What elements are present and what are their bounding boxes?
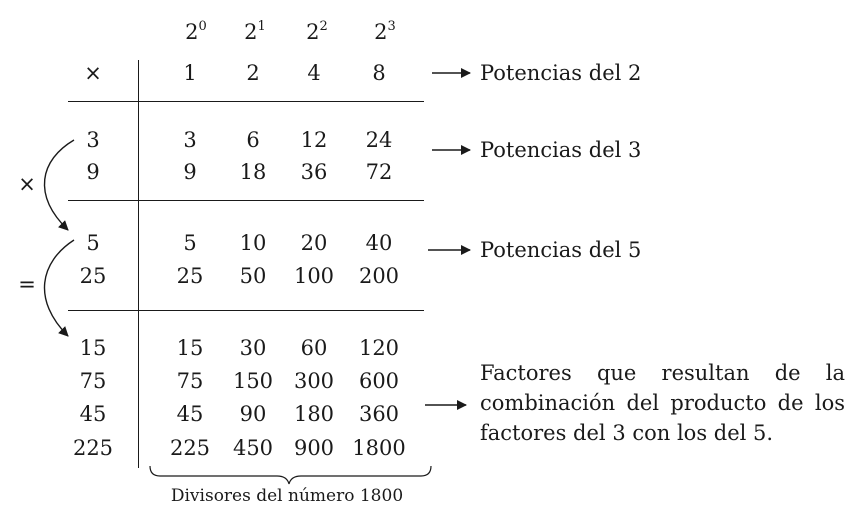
table-cell: 6 — [246, 128, 260, 152]
table-separator — [68, 310, 424, 312]
curved-arrow-icon — [43, 239, 75, 337]
table-cell: 45 — [176, 402, 204, 426]
table-vertical-rule — [138, 60, 140, 468]
label-powers-of-5: Potencias del 5 — [480, 238, 642, 262]
table-separator — [68, 200, 424, 202]
table-cell: 18 — [239, 160, 267, 184]
table-cell: 1800 — [352, 436, 406, 460]
label-powers-of-2: Potencias del 2 — [480, 61, 642, 85]
left-factor: 225 — [72, 436, 114, 460]
table-cell: 180 — [293, 402, 335, 426]
equals-symbol: = — [18, 272, 36, 296]
table-cell: 5 — [183, 231, 197, 255]
table-cell: 36 — [300, 160, 328, 184]
table-cell: 90 — [239, 402, 267, 426]
curved-arrow-icon — [43, 139, 75, 231]
left-factor: 9 — [86, 160, 100, 184]
table-cell: 200 — [358, 264, 400, 288]
multiply-symbol: × — [18, 172, 36, 196]
table-cell: 40 — [365, 231, 393, 255]
power-of-2-value: 8 — [372, 61, 386, 85]
power-of-2-value: 2 — [246, 61, 260, 85]
power-of-2-value: 1 — [183, 61, 197, 85]
combination-note: Factores que resultan de la combinación … — [480, 361, 845, 445]
table-cell: 50 — [239, 264, 267, 288]
left-factor: 25 — [79, 264, 107, 288]
left-factor: 45 — [79, 402, 107, 426]
table-cell: 75 — [176, 369, 204, 393]
table-cell: 300 — [293, 369, 335, 393]
power-header-3: 23 — [374, 19, 396, 44]
table-cell: 15 — [176, 336, 204, 360]
table-cell: 24 — [365, 128, 393, 152]
table-cell: 900 — [293, 436, 335, 460]
table-cell: 12 — [300, 128, 328, 152]
left-factor: 3 — [86, 128, 100, 152]
corner-multiply-symbol: × — [84, 61, 102, 85]
table-cell: 30 — [239, 336, 267, 360]
table-cell: 225 — [169, 436, 211, 460]
table-cell: 120 — [358, 336, 400, 360]
table-cell: 450 — [232, 436, 274, 460]
table-cell: 150 — [232, 369, 274, 393]
table-cell: 60 — [300, 336, 328, 360]
left-factor: 75 — [79, 369, 107, 393]
left-factor: 15 — [79, 336, 107, 360]
power-of-2-value: 4 — [307, 61, 321, 85]
table-cell: 100 — [293, 264, 335, 288]
power-header-0: 20 — [185, 19, 207, 44]
brace-caption: Divisores del número 1800 — [170, 486, 404, 506]
left-factor: 5 — [86, 231, 100, 255]
table-cell: 360 — [358, 402, 400, 426]
under-brace-icon — [149, 465, 432, 485]
table-cell: 72 — [365, 160, 393, 184]
table-cell: 9 — [183, 160, 197, 184]
power-header-1: 21 — [244, 19, 266, 44]
power-header-2: 22 — [306, 19, 328, 44]
table-cell: 20 — [300, 231, 328, 255]
table-cell: 600 — [358, 369, 400, 393]
table-separator — [68, 101, 424, 103]
table-cell: 3 — [183, 128, 197, 152]
table-cell: 25 — [176, 264, 204, 288]
label-powers-of-3: Potencias del 3 — [480, 138, 642, 162]
table-cell: 10 — [239, 231, 267, 255]
